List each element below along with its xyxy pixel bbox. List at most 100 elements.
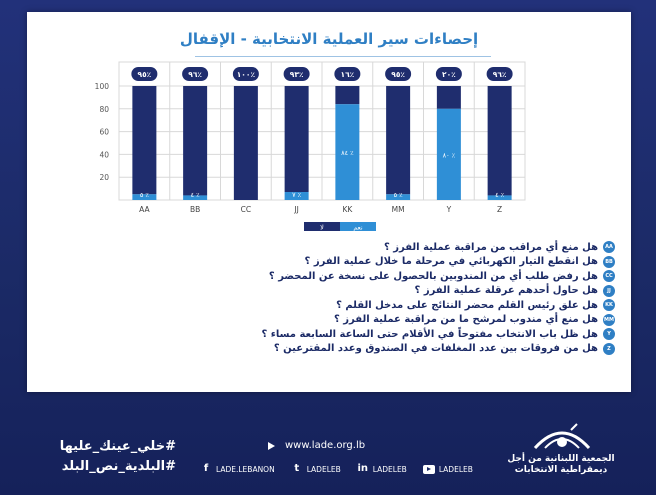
question-code-badge: MM (603, 313, 615, 326)
no-value-label: ١٠٠٪ (237, 70, 256, 79)
question-code-badge: BB (603, 255, 615, 268)
question-code-badge: KK (603, 299, 615, 312)
social-links: f LADE.LEBANON t LADELEB in LADELEB LADELEB (200, 464, 473, 474)
no-value-badge (486, 67, 513, 81)
question-text: هل حاول أحدهم عرقلة عملية الفرز ؟ (414, 285, 598, 297)
question-code-badge: Y (603, 328, 615, 341)
chart-panel: إحصاءات سير العملية الانتخابية - الإقفال… (27, 12, 631, 392)
x-tick-label: Y (446, 205, 452, 214)
bar-yes (183, 195, 208, 200)
hashtag-2[interactable]: #البلدية_نص_البلد (61, 459, 176, 474)
no-value-label: ٩٦٪ (188, 70, 202, 79)
bar-yes (132, 194, 157, 200)
question-text: هل ظل باب الانتخاب مفتوحاً في الأقلام حت… (261, 328, 598, 340)
bar-yes (386, 194, 411, 200)
y-tick-label: 80 (99, 105, 109, 114)
x-tick-label: JJ (293, 205, 298, 214)
questions-list: AA هل منع أي مراقب من مراقبة عملية الفرز … (195, 240, 615, 356)
bar-yes (436, 108, 461, 200)
no-value-label: ٩٣٪ (290, 70, 304, 79)
social-link-twitter[interactable]: t LADELEB (291, 463, 341, 474)
bar-yes (487, 195, 512, 200)
question-text: هل رفض طلب أي من المندوبين بالحصول على ن… (268, 270, 598, 282)
question-item: Z هل من فروقات بين عدد المغلفات في الصندو… (195, 342, 615, 357)
no-value-badge (131, 67, 158, 81)
question-item: Y هل ظل باب الانتخاب مفتوحاً في الأقلام ح… (195, 327, 615, 342)
hashtag-1[interactable]: #خلي_عينك_عليها (59, 439, 176, 454)
yes-value-label: ٥ ٪ (394, 191, 404, 199)
social-link-facebook[interactable]: f LADE.LEBANON (200, 464, 275, 474)
yes-value-label: ٨٤ ٪ (341, 149, 354, 157)
question-code-badge: Z (603, 342, 615, 355)
bar-no (487, 86, 512, 196)
org-name-line1: الجمعية اللبنانية من أجل (507, 454, 615, 464)
bar-no (386, 86, 411, 195)
no-value-label: ٩٦٪ (493, 70, 507, 79)
arrow-right-icon (268, 441, 275, 450)
yes-value-label: ٥ ٪ (140, 191, 150, 199)
question-text: هل من فروقات بين عدد المغلفات في الصندوق… (273, 343, 598, 355)
x-tick-label: MM (392, 205, 405, 214)
no-value-badge (334, 67, 361, 81)
question-item: JJ هل حاول أحدهم عرقلة عملية الفرز ؟ (195, 284, 615, 299)
yes-value-label: ٤ ٪ (191, 191, 201, 199)
stacked-bar-chart: 20 40 60 80 100 ٩٥٪ ٥ ٪ AA ٩٦٪ ٤ ٪ BB ١٠٠٪ CC ٩٣٪ ٧ ٪ J… (95, 61, 526, 232)
question-item: KK هل علق رئيس القلم محضر النتائج على مدخ… (195, 298, 615, 313)
lade-logo: الجمعية اللبنانية من أجل ديمقراطية الانت… (505, 420, 625, 486)
question-item: CC هل رفض طلب أي من المندوبين بالحصول على… (195, 269, 615, 284)
no-value-label: ٩٥٪ (138, 70, 152, 79)
eye-logo-icon (533, 423, 591, 450)
page-title: إحصاءات سير العملية الانتخابية - الإقفال (179, 30, 479, 48)
question-item: BB هل انقطع التيار الكهربائي في مرحلة ما … (195, 255, 615, 270)
x-tick-label: AA (139, 205, 150, 214)
question-item: AA هل منع أي مراقب من مراقبة عملية الفرز … (195, 240, 615, 255)
yes-value-label: ٧ ٪ (292, 191, 302, 199)
bar-no (132, 86, 157, 195)
social-label: LADELEB (306, 464, 341, 474)
legend-label-yes: نعم (353, 224, 362, 232)
bar-no (335, 86, 360, 105)
bar-no (284, 86, 309, 193)
question-code-badge: AA (603, 241, 615, 254)
x-tick-label: BB (190, 205, 200, 214)
title-underline (195, 56, 491, 57)
yes-value-label: ٤ ٪ (495, 191, 505, 199)
social-label: LADE.LEBANON (216, 464, 275, 474)
no-value-label: ٢٠٪ (442, 70, 456, 79)
bar-no (233, 86, 258, 200)
bar-yes (335, 104, 360, 200)
org-name: الجمعية اللبنانية من أجل ديمقراطية الانت… (505, 454, 617, 476)
question-text: هل علق رئيس القلم محضر النتائج على مدخل … (336, 299, 598, 311)
bar-no (183, 86, 208, 196)
bar-yes (284, 192, 309, 200)
linkedin-icon: in (357, 463, 369, 474)
social-label: LADELEB (438, 464, 473, 474)
y-tick-label: 20 (99, 173, 109, 182)
no-value-badge (232, 67, 259, 81)
facebook-icon: f (203, 463, 209, 474)
social-link-youtube[interactable]: LADELEB (422, 464, 473, 474)
youtube-icon (422, 464, 435, 474)
y-tick-label: 100 (95, 82, 110, 91)
legend-swatch-yes (340, 222, 376, 231)
website-link[interactable]: www.lade.org.lb (268, 440, 365, 451)
question-code-badge: CC (603, 270, 615, 283)
question-code-badge: JJ (603, 284, 615, 297)
no-value-label: ٩٥٪ (391, 70, 405, 79)
no-value-badge (182, 67, 209, 81)
question-text: هل انقطع التيار الكهربائي في مرحلة ما خل… (304, 256, 598, 268)
no-value-label: ١٦٪ (341, 70, 355, 79)
no-value-badge (283, 67, 310, 81)
yes-value-label: ٨٠ ٪ (443, 151, 456, 159)
no-value-badge (385, 67, 412, 81)
no-value-badge (435, 67, 462, 81)
legend-label-no: لا (320, 224, 324, 232)
question-text: هل منع أي مراقب من مراقبة عملية الفرز ؟ (383, 241, 598, 253)
x-tick-label: KK (342, 205, 353, 214)
x-tick-label: Z (497, 205, 502, 214)
bar-no (436, 86, 461, 109)
y-tick-label: 40 (99, 150, 109, 159)
social-link-linkedin[interactable]: in LADELEB (357, 463, 406, 474)
question-text: هل منع أي مندوب لمرشح ما من مراقبة عملية… (334, 314, 598, 326)
twitter-icon: t (294, 463, 300, 474)
